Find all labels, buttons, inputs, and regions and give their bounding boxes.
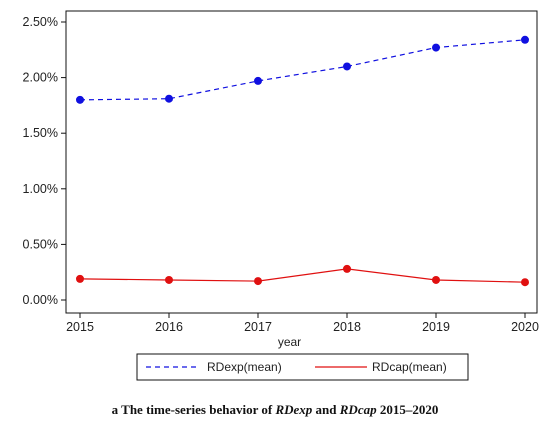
legend-label: RDcap(mean) — [372, 360, 447, 374]
y-tick-label: 2.00% — [23, 71, 58, 85]
data-point — [521, 35, 529, 44]
series-line-rdexpmean — [79, 39, 526, 101]
data-point — [343, 62, 351, 71]
caption-suffix: 2015–2020 — [376, 402, 439, 417]
x-tick-label: 2019 — [422, 320, 450, 334]
x-tick-label: 2017 — [244, 320, 272, 334]
x-axis-title: year — [278, 335, 301, 349]
y-tick-label: 1.50% — [23, 126, 58, 140]
figure-caption: a The time-series behavior of RDexp and … — [0, 402, 550, 418]
data-point — [432, 43, 440, 52]
line-chart: 0.00% 0.50% 1.00% 1.50% 2.00% 2.50% 2015 2016 20… — [23, 10, 539, 381]
data-point — [76, 274, 84, 283]
y-tick-label: 0.50% — [23, 237, 58, 251]
y-tick-label: 2.50% — [23, 15, 58, 29]
caption-var2: RDcap — [339, 402, 377, 417]
caption-prefix: a The time-series behavior of — [111, 402, 276, 417]
y-tick-label: 1.00% — [23, 182, 58, 196]
data-point — [165, 275, 173, 284]
data-point — [165, 94, 173, 103]
data-point — [254, 76, 262, 85]
y-tick-label: 0.00% — [23, 293, 58, 307]
x-tick-label: 2016 — [155, 320, 183, 334]
series-line-rdcapmean — [79, 268, 526, 283]
data-point — [432, 275, 440, 284]
data-point — [521, 278, 529, 287]
figure: 0.00% 0.50% 1.00% 1.50% 2.00% 2.50% 2015 2016 20… — [23, 10, 539, 381]
plot-frame — [65, 10, 538, 314]
caption-var1: RDexp — [275, 402, 313, 417]
caption-and: and — [312, 402, 340, 417]
data-point — [343, 264, 351, 273]
data-point — [254, 277, 262, 286]
x-tick-label: 2015 — [66, 320, 94, 334]
x-tick-label: 2018 — [333, 320, 361, 334]
legend-label: RDexp(mean) — [207, 360, 282, 374]
x-tick-label: 2020 — [511, 320, 539, 334]
data-point — [76, 95, 84, 104]
